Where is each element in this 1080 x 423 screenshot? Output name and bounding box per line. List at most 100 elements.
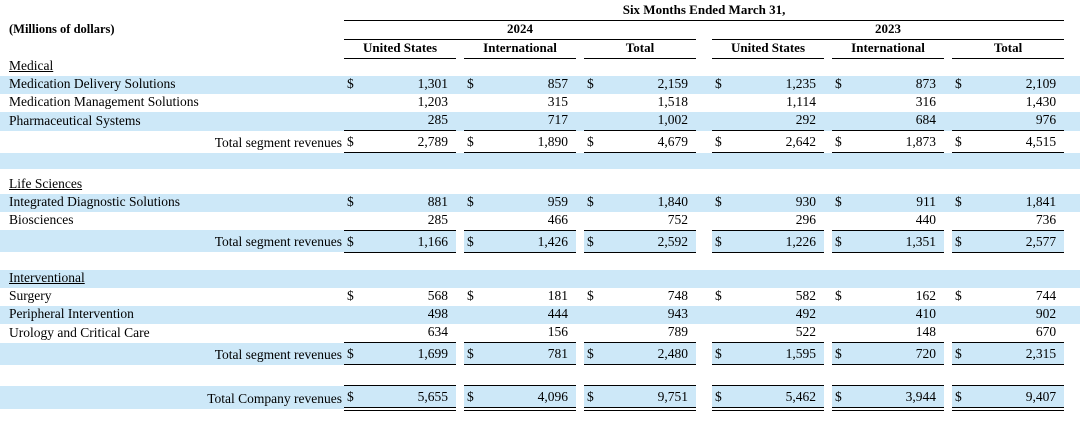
column-gap xyxy=(576,39,584,58)
column-gap xyxy=(824,324,832,343)
column-gap xyxy=(824,230,832,252)
row-label: Medication Management Solutions xyxy=(9,94,199,109)
value-cell: 492 xyxy=(736,306,824,324)
spacer-cell xyxy=(0,252,1080,270)
value-cell: 181 xyxy=(547,288,568,303)
currency-symbol: $ xyxy=(344,193,368,212)
data-row: Integrated Diagnostic Solutions $881 $959 $… xyxy=(0,193,1080,212)
value-cell: 568 xyxy=(427,288,448,303)
row-pad xyxy=(1064,20,1080,39)
column-gap xyxy=(456,131,464,153)
value-cell: 720 xyxy=(856,342,944,365)
total-row: Total segment revenues $2,789 $1,890 $4,679… xyxy=(0,130,1080,153)
section-title-text: Interventional xyxy=(9,270,85,285)
currency-symbol: $ xyxy=(464,342,488,365)
currency-symbol: $ xyxy=(952,193,976,212)
row-pad xyxy=(1064,94,1080,112)
currency-symbol xyxy=(464,94,488,112)
col-header-total-2024: Total xyxy=(584,39,696,59)
value-cell: 1,114 xyxy=(786,94,816,109)
currency-symbol: $ xyxy=(464,130,488,153)
section-header-fill xyxy=(344,176,1080,194)
currency-symbol: $ xyxy=(832,193,856,212)
value-cell: 1,203 xyxy=(417,94,448,109)
column-gap xyxy=(944,288,952,306)
currency-symbol: $ xyxy=(835,288,842,303)
column-gap xyxy=(944,212,952,231)
value-cell: 9,407 xyxy=(976,385,1065,411)
column-gap xyxy=(824,212,832,231)
column-gap xyxy=(456,112,464,131)
value-cell: 440 xyxy=(915,211,936,227)
value-cell: 976 xyxy=(976,112,1065,131)
currency-symbol xyxy=(712,212,736,231)
column-gap xyxy=(824,386,832,409)
value-cell: 748 xyxy=(667,288,688,303)
currency-symbol xyxy=(952,306,976,324)
currency-symbol xyxy=(952,94,976,112)
currency-symbol: $ xyxy=(584,385,608,411)
value-cell: 466 xyxy=(547,211,568,227)
currency-symbol: $ xyxy=(464,76,488,94)
column-gap xyxy=(456,230,464,252)
currency-symbol: $ xyxy=(832,76,856,94)
currency-symbol: $ xyxy=(587,288,594,303)
value-cell: 148 xyxy=(915,324,936,339)
column-gap xyxy=(944,76,952,94)
value-cell: 930 xyxy=(736,193,824,212)
value-cell: 1,235 xyxy=(736,76,824,94)
data-row: Pharmaceutical Systems 285 717 1,002 292 684 9… xyxy=(0,112,1080,131)
currency-symbol: $ xyxy=(584,229,608,253)
spacer-row xyxy=(0,169,1080,176)
data-row: Peripheral Intervention 498 444 943 492 410 90… xyxy=(0,306,1080,324)
value-cell: 522 xyxy=(795,324,816,339)
value-cell: 1,426 xyxy=(488,229,576,253)
value-cell: 1,301 xyxy=(368,76,456,94)
row-pad xyxy=(1064,112,1080,131)
value-cell: 1,595 xyxy=(736,342,824,365)
spacer-cell xyxy=(0,152,1080,169)
currency-symbol xyxy=(832,324,856,343)
currency-symbol xyxy=(712,306,736,324)
column-gap xyxy=(576,193,584,212)
row-pad xyxy=(1064,343,1080,365)
value-cell: 498 xyxy=(368,306,456,324)
value-cell: 2,789 xyxy=(368,130,456,153)
column-gap xyxy=(576,112,584,131)
currency-symbol xyxy=(344,324,368,343)
col-header-us-2023: United States xyxy=(712,39,824,59)
value-cell: 1,518 xyxy=(657,94,688,109)
currency-symbol: $ xyxy=(344,385,368,411)
column-gap xyxy=(456,212,464,231)
column-gap xyxy=(824,76,832,94)
column-gap xyxy=(696,193,712,212)
currency-symbol: $ xyxy=(952,229,976,253)
column-gap xyxy=(944,306,952,324)
column-gap xyxy=(576,76,584,94)
total-row: Total Company revenues $5,655 $4,096 $9,751… xyxy=(0,385,1080,411)
value-cell: 1,226 xyxy=(736,229,824,253)
row-label: Integrated Diagnostic Solutions xyxy=(0,193,344,212)
data-row: Medication Delivery Solutions $1,301 $857 $… xyxy=(0,76,1080,94)
value-cell: 959 xyxy=(488,193,576,212)
column-gap xyxy=(456,324,464,343)
segment-revenue-table: Six Months Ended March 31, (Millions of … xyxy=(0,0,1080,411)
column-gap xyxy=(824,94,832,112)
currency-symbol: $ xyxy=(712,385,736,411)
column-gap xyxy=(576,386,584,409)
currency-symbol: $ xyxy=(832,229,856,253)
data-row: Urology and Critical Care 634 156 789 522 148… xyxy=(0,324,1080,343)
currency-symbol: $ xyxy=(584,130,608,153)
currency-symbol xyxy=(832,112,856,131)
value-cell: 4,679 xyxy=(608,130,696,153)
currency-symbol: $ xyxy=(344,342,368,365)
row-pad xyxy=(1064,212,1080,231)
value-cell: 1,699 xyxy=(368,342,456,365)
value-cell: 296 xyxy=(795,211,816,227)
value-cell: 5,655 xyxy=(368,385,456,411)
currency-symbol: $ xyxy=(464,193,488,212)
value-cell: 902 xyxy=(976,306,1065,324)
value-cell: 717 xyxy=(488,112,576,131)
currency-symbol xyxy=(712,94,736,112)
value-cell: 3,944 xyxy=(856,385,944,411)
